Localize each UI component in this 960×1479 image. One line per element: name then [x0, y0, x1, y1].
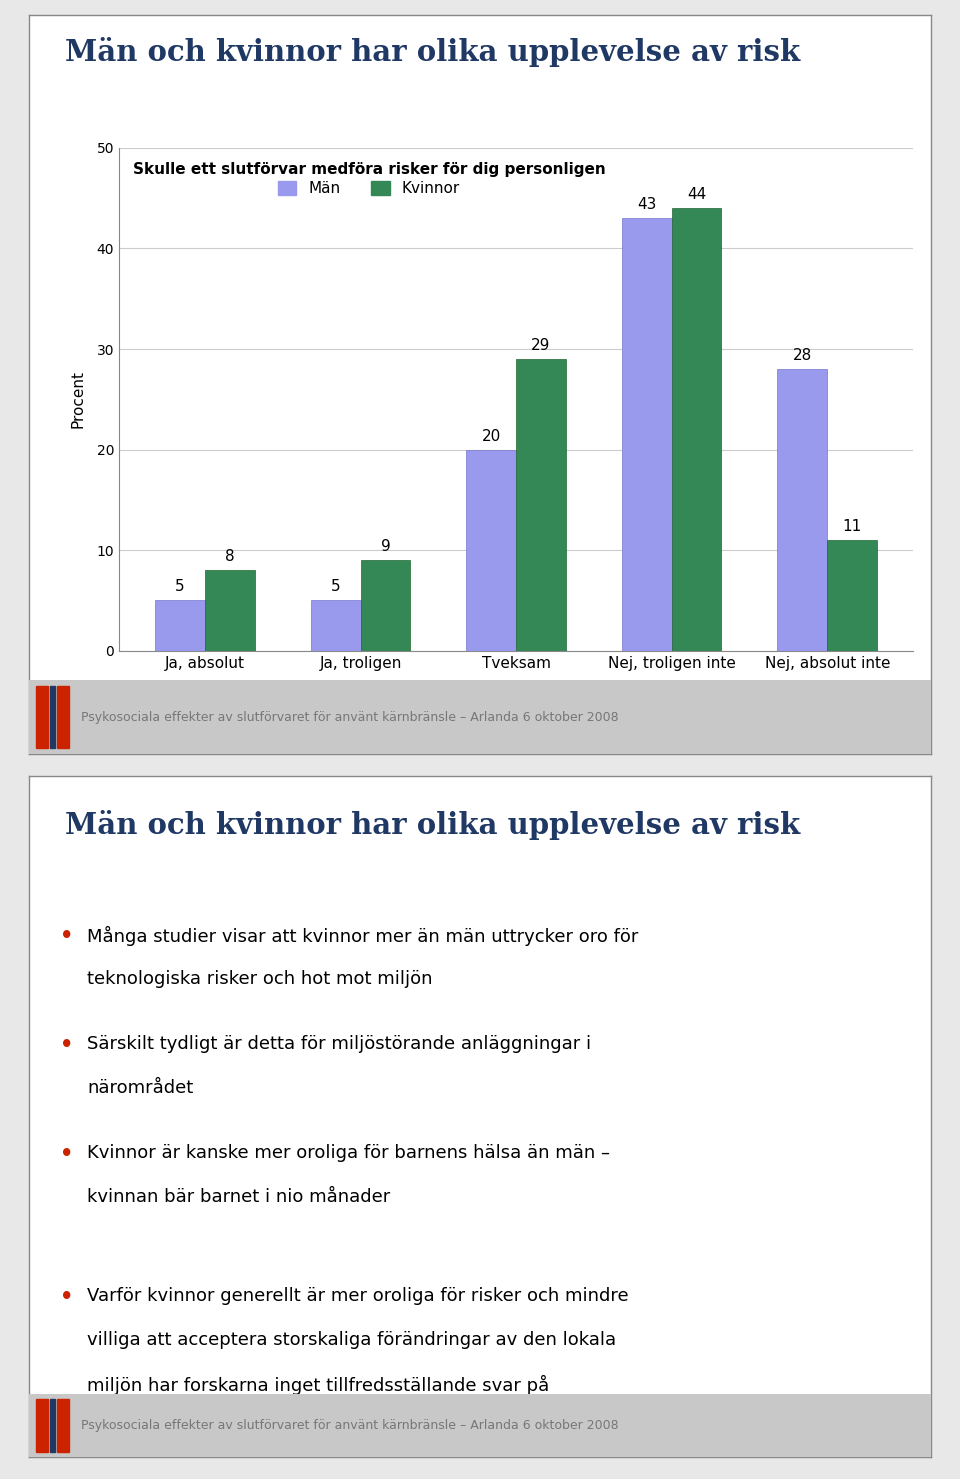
Text: 5: 5: [176, 580, 185, 595]
Bar: [828, 540, 877, 651]
Text: 44: 44: [687, 188, 707, 203]
Text: 20: 20: [482, 429, 501, 444]
Text: Psykosociala effekter av slutförvaret för använt kärnbränsle – Arlanda 6 oktober: Psykosociala effekter av slutförvaret fö…: [82, 711, 619, 723]
Text: 28: 28: [793, 348, 812, 364]
Bar: [622, 219, 672, 651]
Text: •: •: [60, 926, 74, 947]
Text: villiga att acceptera storskaliga förändringar av den lokala: villiga att acceptera storskaliga föränd…: [87, 1331, 616, 1349]
Text: 29: 29: [531, 339, 551, 353]
Text: teknologiska risker och hot mot miljön: teknologiska risker och hot mot miljön: [87, 970, 433, 988]
Text: kvinnan bär barnet i nio månader: kvinnan bär barnet i nio månader: [87, 1188, 391, 1205]
Text: 8: 8: [225, 549, 234, 565]
Text: Varför kvinnor generellt är mer oroliga för risker och mindre: Varför kvinnor generellt är mer oroliga …: [87, 1287, 629, 1304]
Text: 43: 43: [637, 197, 657, 213]
Text: Kvinnor är kanske mer oroliga för barnens hälsa än män –: Kvinnor är kanske mer oroliga för barnen…: [87, 1143, 611, 1162]
Text: •: •: [60, 1035, 74, 1055]
Bar: [36, 686, 48, 748]
Bar: [672, 209, 722, 651]
Text: Män och kvinnor har olika upplevelse av risk: Män och kvinnor har olika upplevelse av …: [65, 810, 800, 840]
Text: •: •: [60, 1143, 74, 1164]
Bar: [361, 561, 410, 651]
Text: Många studier visar att kvinnor mer än män uttrycker oro för: Många studier visar att kvinnor mer än m…: [87, 926, 638, 947]
Bar: [467, 450, 516, 651]
Bar: [57, 686, 68, 748]
Bar: [50, 1399, 55, 1452]
Bar: [50, 686, 55, 748]
Bar: [778, 370, 828, 651]
Text: 5: 5: [331, 580, 341, 595]
Bar: [156, 600, 204, 651]
Bar: [57, 1399, 68, 1452]
Legend: Män, Kvinnor: Män, Kvinnor: [127, 155, 612, 203]
Bar: [36, 1399, 48, 1452]
Text: 11: 11: [843, 519, 862, 534]
Bar: [204, 571, 254, 651]
Bar: [516, 359, 565, 651]
Text: miljön har forskarna inget tillfredsställande svar på: miljön har forskarna inget tillfredsstäl…: [87, 1375, 550, 1395]
Text: närområdet: närområdet: [87, 1080, 194, 1097]
Bar: [311, 600, 361, 651]
Text: •: •: [60, 1287, 74, 1307]
Text: Män och kvinnor har olika upplevelse av risk: Män och kvinnor har olika upplevelse av …: [65, 37, 800, 67]
Text: 9: 9: [380, 540, 391, 555]
Text: Särskilt tydligt är detta för miljöstörande anläggningar i: Särskilt tydligt är detta för miljöstöra…: [87, 1035, 591, 1053]
Text: Psykosociala effekter av slutförvaret för använt kärnbränsle – Arlanda 6 oktober: Psykosociala effekter av slutförvaret fö…: [82, 1418, 619, 1432]
Y-axis label: Procent: Procent: [70, 370, 85, 429]
